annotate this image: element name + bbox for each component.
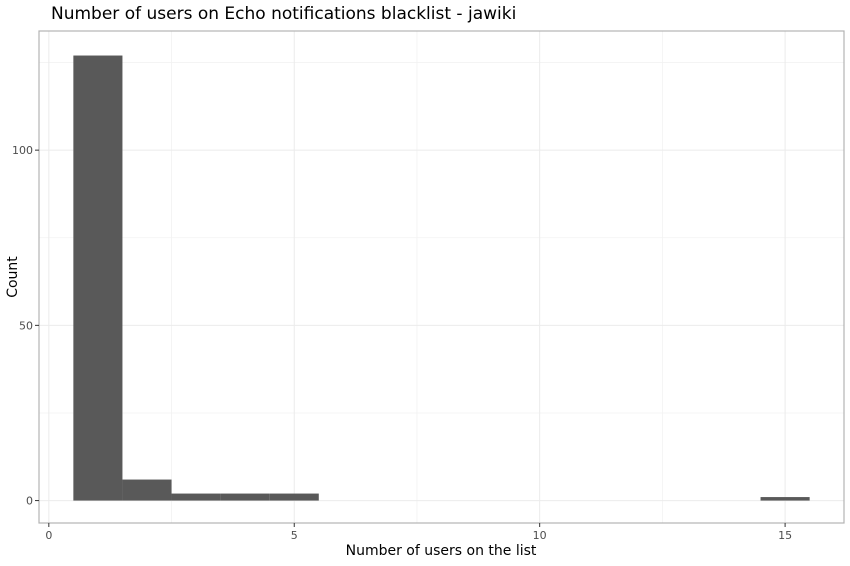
bars [73, 55, 810, 501]
panel-border [38, 30, 845, 524]
y-axis-title: Count [5, 256, 21, 298]
major-gridlines [39, 31, 844, 523]
y-tick-label: 50 [19, 319, 33, 332]
x-tick-label: 0 [45, 529, 52, 542]
histogram-bar [269, 493, 319, 501]
y-tick-label: 100 [12, 144, 33, 157]
histogram-bar [122, 479, 172, 501]
x-axis-ticks: 0 5 10 15 [45, 523, 792, 542]
histogram-bar [760, 497, 810, 501]
y-axis-ticks: 0 50 100 [12, 144, 39, 508]
y-tick-label: 0 [26, 495, 33, 508]
histogram-bar [171, 493, 221, 501]
x-tick-label: 15 [778, 529, 792, 542]
minor-gridlines [39, 31, 844, 523]
x-tick-label: 5 [291, 529, 298, 542]
histogram-bar [220, 493, 270, 501]
x-axis-title: Number of users on the list [346, 543, 537, 559]
histogram-bar [73, 55, 123, 501]
chart-title: Number of users on Echo notifications bl… [51, 4, 516, 24]
x-tick-label: 10 [533, 529, 547, 542]
